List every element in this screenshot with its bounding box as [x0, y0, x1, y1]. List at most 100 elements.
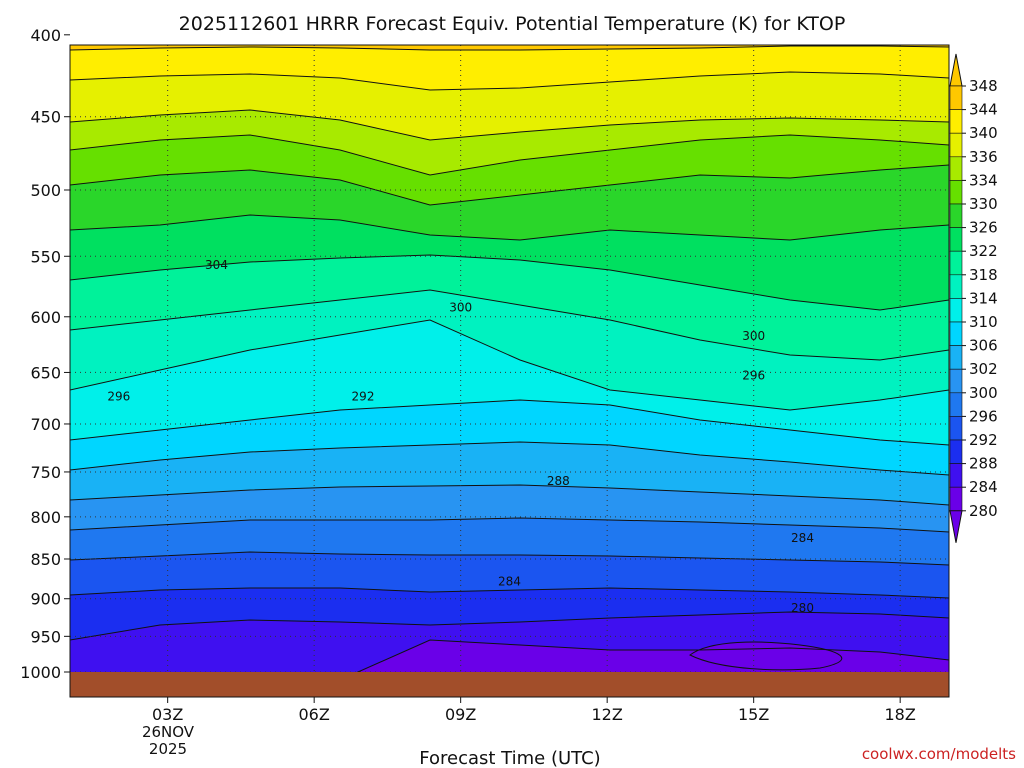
- y-tick-label: 850: [30, 550, 61, 569]
- colorbar-label: 314: [969, 289, 998, 307]
- date-line-year: 2025: [149, 740, 187, 758]
- grid-lines: [70, 45, 949, 697]
- contour-line: [70, 45, 949, 51]
- contour-line: [70, 254, 949, 311]
- contour-label: 288: [547, 474, 570, 488]
- contour-label: 284: [498, 575, 521, 589]
- contour-label: 280: [791, 601, 814, 615]
- y-tick-label: 950: [30, 627, 61, 646]
- colorbar-swatch: [949, 298, 963, 323]
- time-axis: 03Z 06Z 09Z 12Z 15Z 18Z: [152, 697, 916, 724]
- colorbar-label: 330: [969, 195, 998, 213]
- plot-area: 3443323243203163163163043003002962922962…: [70, 45, 949, 697]
- contour-line: [70, 134, 949, 176]
- y-tick-label: 900: [30, 590, 61, 609]
- colorbar-label: 302: [969, 360, 998, 378]
- colorbar-swatch: [949, 85, 963, 110]
- contour-lines: [70, 45, 949, 681]
- y-tick-label: 1000: [20, 663, 61, 682]
- colorbar-swatch: [949, 156, 963, 181]
- colorbar-extend-low: [949, 510, 963, 543]
- contour-line: [70, 164, 949, 206]
- contour-label-text: 284: [498, 575, 521, 589]
- y-tick-label: 600: [30, 308, 61, 327]
- x-tick-label: 15Z: [738, 705, 769, 724]
- colorbar-label: 344: [969, 101, 998, 119]
- x-tick-label: 06Z: [299, 705, 330, 724]
- contour-line: [70, 399, 949, 446]
- contour-label: 296: [107, 390, 130, 404]
- colorbar-swatch: [949, 203, 963, 228]
- colorbar-swatch: [949, 109, 963, 134]
- contour-label-text: 300: [742, 329, 765, 343]
- y-tick-label: 750: [30, 463, 61, 482]
- contour-label-text: 292: [352, 390, 375, 404]
- x-tick-label: 18Z: [885, 705, 916, 724]
- contour-line: [70, 214, 949, 241]
- colorbar-swatch: [949, 250, 963, 276]
- colorbar-label: 310: [969, 313, 998, 331]
- contour-label-text: 288: [547, 474, 570, 488]
- colorbar-label: 348: [969, 77, 998, 95]
- colorbar-swatch: [949, 416, 963, 441]
- y-tick-label: 450: [30, 108, 61, 127]
- x-axis-label: Forecast Time (UTC): [419, 748, 600, 768]
- colorbar-label: 322: [969, 242, 998, 260]
- credit-text: coolwx.com/modelts: [862, 745, 1016, 763]
- contour-labels: 3443323243203163163163043003002962922962…: [107, 258, 814, 615]
- colorbar-swatch: [949, 345, 963, 370]
- colorbar-swatch: [949, 227, 963, 252]
- contour-line: [70, 289, 949, 361]
- contour-label: 304: [205, 258, 228, 272]
- contour-label: 296: [742, 369, 765, 383]
- plot-frame: [69, 44, 950, 698]
- contour-line: [689, 641, 843, 671]
- colorbar-label: 284: [969, 478, 998, 496]
- contour-line: [70, 611, 949, 641]
- colorbar-swatch: [949, 392, 963, 417]
- colorbar-label: 306: [969, 337, 998, 355]
- contour-label-text: 296: [107, 390, 130, 404]
- colorbar-label: 280: [969, 502, 998, 520]
- colorbar-swatch: [949, 132, 963, 158]
- colorbar-swatch: [949, 180, 963, 205]
- x-tick-label: 09Z: [445, 705, 476, 724]
- chart-title: 2025112601 HRRR Forecast Equiv. Potentia…: [179, 13, 846, 35]
- contour-label: 300: [449, 300, 472, 314]
- contour-bands: [70, 45, 949, 697]
- contour-line: [70, 441, 949, 476]
- contour-line: [70, 517, 949, 533]
- y-tick-label: 400: [30, 26, 61, 45]
- contour-label: 292: [352, 390, 375, 404]
- contour-line: [70, 319, 949, 411]
- x-tick-label: 12Z: [592, 705, 623, 724]
- colorbar-swatch: [949, 486, 963, 512]
- colorbar-label: 334: [969, 171, 998, 189]
- contour-label: 284: [791, 531, 814, 545]
- x-tick-label: 03Z: [152, 705, 183, 724]
- contour-line: [70, 71, 949, 91]
- colorbar-swatch: [949, 321, 963, 346]
- colorbar-label: 292: [969, 431, 998, 449]
- colorbar-extend-high: [949, 53, 963, 87]
- contour-label-text: 284: [791, 531, 814, 545]
- contour-label: 300: [742, 329, 765, 343]
- colorbar: 348 344 340 336 334 330 326 322 318 314 310 306 302 3…: [949, 53, 998, 543]
- y-tick-label: 800: [30, 508, 61, 527]
- y-tick-label: 500: [30, 181, 61, 200]
- colorbar-label: 300: [969, 384, 998, 402]
- date-line-day: 26NOV: [142, 723, 195, 741]
- colorbar-label: 326: [969, 219, 998, 237]
- colorbar-swatch: [949, 463, 963, 488]
- contour-label-text: 280: [791, 601, 814, 615]
- y-tick-label: 650: [30, 363, 61, 382]
- contour-line: [70, 109, 949, 141]
- colorbar-label: 336: [969, 148, 998, 166]
- contour-line: [70, 587, 949, 599]
- y-tick-label: 700: [30, 415, 61, 434]
- contour-label-text: 300: [449, 300, 472, 314]
- pressure-axis: 2503003504004505005506006507007508008509…: [20, 26, 70, 682]
- contour-label-text: 304: [205, 258, 228, 272]
- colorbar-label: 296: [969, 407, 998, 425]
- colorbar-label: 340: [969, 124, 998, 142]
